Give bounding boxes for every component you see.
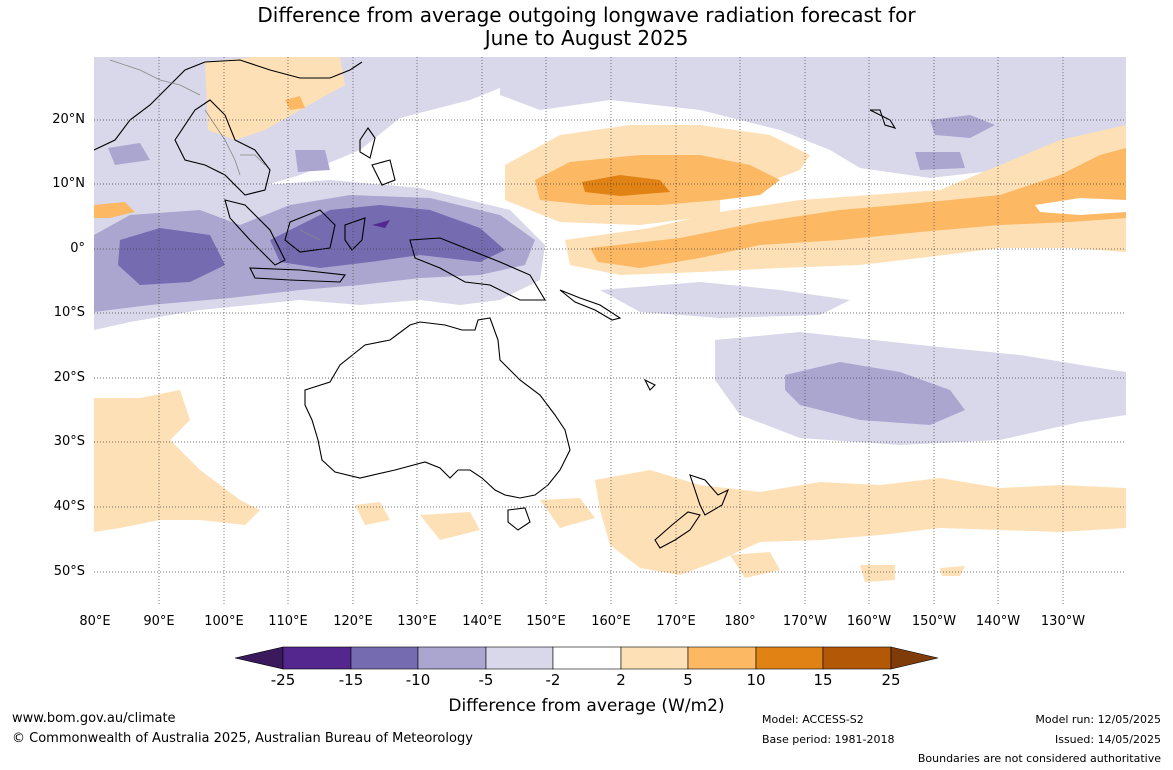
- lat-label-equator: 0°: [70, 241, 85, 256]
- colorbar-swatch-above-max: [890, 646, 939, 670]
- boundaries-disclaimer: Boundaries are not considered authoritat…: [917, 752, 1161, 765]
- lon-label-170e: 170°E: [656, 614, 696, 629]
- lon-label-150w: 150°W: [911, 614, 957, 629]
- colorbar-tick-label: 15: [813, 671, 833, 689]
- anomaly-fill-strongest-negative: [372, 220, 390, 228]
- lon-label-170w: 170°W: [782, 614, 828, 629]
- model-name: Model: ACCESS-S2: [762, 713, 864, 726]
- anomaly-map: [94, 57, 1126, 605]
- colorbar-swatch-4: [485, 646, 554, 670]
- copyright-notice: © Commonwealth of Australia 2025, Austra…: [12, 731, 473, 746]
- lat-label-20n: 20°N: [52, 112, 85, 127]
- lon-label-150e: 150°E: [526, 614, 566, 629]
- colorbar-swatch-below-min: [234, 646, 284, 670]
- lon-label-160w: 160°W: [846, 614, 892, 629]
- colorbar-tick-label: -5: [478, 671, 494, 689]
- colorbar-swatch-6: [620, 646, 689, 670]
- colorbar-tick-label: -15: [338, 671, 364, 689]
- colorbar-tick-label: 5: [683, 671, 693, 689]
- lon-label-80e: 80°E: [79, 614, 111, 629]
- colorbar-swatch-5: [552, 646, 622, 670]
- lon-label-180: 180°: [724, 614, 756, 629]
- title-line-1: Difference from average outgoing longwav…: [257, 3, 916, 27]
- country-borders: [109, 59, 321, 241]
- colorbar-tick-label: 2: [616, 671, 626, 689]
- colorbar-swatch-2: [350, 646, 419, 670]
- colorbar-swatch-1: [282, 646, 352, 670]
- colorbar-caption: Difference from average (W/m2): [448, 696, 725, 716]
- anomaly-fill-dark-positive: [582, 175, 670, 196]
- coastlines: [94, 59, 897, 549]
- colorbar-swatch-8: [755, 646, 824, 670]
- colorbar-swatch-9: [822, 646, 892, 670]
- lat-label-10n: 10°N: [52, 176, 85, 191]
- anomaly-fill-neutral-gap: [1035, 198, 1126, 215]
- lon-label-90e: 90°E: [143, 614, 175, 629]
- colorbar-tick-label: 10: [746, 671, 766, 689]
- lon-label-110e: 110°E: [268, 614, 308, 629]
- lon-label-120e: 120°E: [333, 614, 373, 629]
- lat-label-10s: 10°S: [53, 305, 85, 320]
- issued-date: Issued: 14/05/2025: [1054, 733, 1161, 746]
- graticule: [94, 57, 1126, 605]
- lon-label-130w: 130°W: [1040, 614, 1086, 629]
- colorbar-tick-label: -2: [545, 671, 561, 689]
- lon-label-130e: 130°E: [397, 614, 437, 629]
- base-period: Base period: 1981-2018: [762, 733, 895, 746]
- title-line-2: June to August 2025: [484, 26, 689, 50]
- lon-label-100e: 100°E: [204, 614, 244, 629]
- colorbar-tick-label: -10: [405, 671, 431, 689]
- lat-label-20s: 20°S: [53, 370, 85, 385]
- colorbar-tick-label: 25: [881, 671, 901, 689]
- lat-label-30s: 30°S: [53, 434, 85, 449]
- colorbar-tick-label: -25: [270, 671, 296, 689]
- colorbar: [234, 646, 939, 670]
- lat-label-40s: 40°S: [53, 499, 85, 514]
- lat-label-50s: 50°S: [53, 564, 85, 579]
- website-link[interactable]: www.bom.gov.au/climate: [12, 711, 176, 726]
- chart-title: Difference from average outgoing longwav…: [0, 4, 1173, 50]
- model-run-date: Model run: 12/05/2025: [1035, 713, 1161, 726]
- lon-label-140w: 140°W: [975, 614, 1021, 629]
- lon-label-160e: 160°E: [591, 614, 631, 629]
- colorbar-swatch-3: [417, 646, 487, 670]
- anomaly-fill-dark-negative: [118, 205, 505, 285]
- lon-label-140e: 140°E: [462, 614, 502, 629]
- colorbar-swatch-7: [687, 646, 757, 670]
